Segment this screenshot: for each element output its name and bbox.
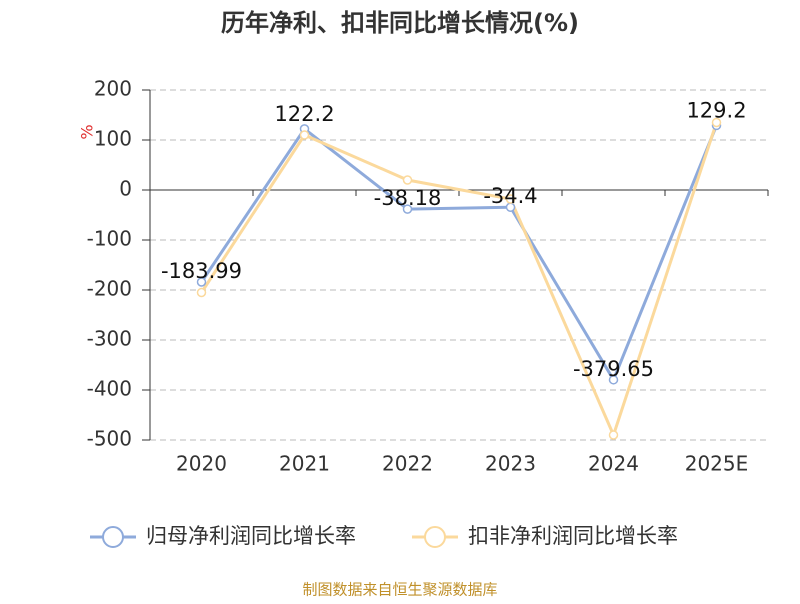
y-tick-label: 200: [94, 77, 132, 101]
y-tick-label: -100: [87, 227, 132, 251]
y-tick-label: 0: [119, 177, 132, 201]
x-tick-label: 2024: [588, 452, 639, 476]
x-tick-label: 2023: [485, 452, 536, 476]
legend-marker: [424, 526, 446, 548]
data-point: [608, 375, 619, 385]
x-tick-label: 2020: [176, 452, 227, 476]
source-note: 制图数据来自恒生聚源数据库: [302, 581, 497, 599]
data-point: [505, 194, 516, 204]
data-label: -34.4: [483, 184, 537, 208]
data-point: [711, 117, 722, 128]
y-tick-label: -300: [87, 327, 132, 351]
chart-title: 历年净利、扣非同比增长情况(%): [221, 9, 579, 37]
data-label: -38.18: [374, 186, 442, 210]
data-point: [402, 175, 413, 185]
y-axis-label: %: [78, 124, 97, 139]
y-tick-label: -400: [87, 377, 132, 401]
x-tick-label: 2022: [382, 452, 433, 476]
data-label: 129.2: [686, 98, 746, 122]
data-label: -183.99: [161, 259, 242, 283]
data-point: [196, 277, 207, 287]
data-label: -379.65: [573, 357, 654, 381]
y-tick-label: 100: [94, 127, 132, 151]
legend-label: 扣非净利润同比增长率: [468, 524, 678, 548]
legend-marker: [102, 526, 124, 548]
data-point: [299, 130, 310, 140]
y-tick-label: -200: [87, 277, 132, 301]
series-line: [200, 124, 718, 384]
series-line: [200, 122, 718, 440]
data-point: [196, 287, 207, 298]
legend-label: 归母净利润同比增长率: [146, 524, 356, 548]
data-point: [608, 430, 619, 440]
data-label: 122.2: [274, 102, 334, 126]
data-point: [402, 204, 413, 214]
y-tick-label: -500: [87, 427, 132, 451]
x-tick-label: 2025E: [685, 452, 749, 476]
x-tick-label: 2021: [279, 452, 330, 476]
